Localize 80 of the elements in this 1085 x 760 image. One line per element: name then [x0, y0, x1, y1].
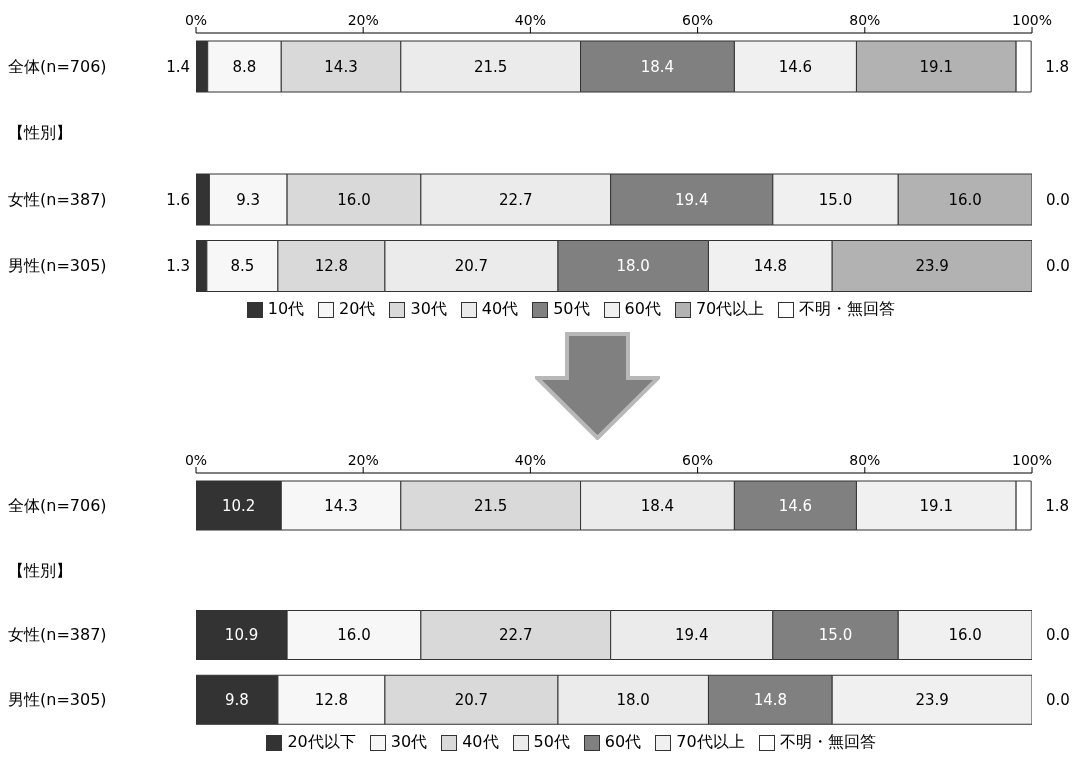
- y-tick-label: 全体(n=706): [8, 495, 107, 515]
- data-label: 14.6: [778, 57, 813, 76]
- data-label: 1.6: [166, 190, 190, 209]
- data-label: 22.7: [499, 626, 533, 645]
- x-tick-label: 80%: [849, 12, 881, 28]
- data-label: 9.3: [236, 190, 261, 209]
- data-label: 10.9: [224, 626, 259, 645]
- data-label: 1.3: [166, 257, 190, 276]
- legend-label: 40代: [462, 732, 499, 753]
- data-label: 16.0: [337, 190, 371, 209]
- x-tick-label: 0%: [184, 12, 208, 28]
- data-label: 14.3: [324, 57, 358, 76]
- x-tick-label: 80%: [849, 452, 881, 468]
- x-tick-label: 60%: [682, 12, 714, 28]
- y-tick-label: 【性別】: [8, 123, 72, 143]
- legend-label: 不明・無回答: [779, 732, 876, 753]
- legend-label: 60代: [604, 732, 642, 753]
- data-label: 0.0: [1046, 190, 1070, 209]
- x-tick-label: 60%: [682, 452, 714, 468]
- x-tick-label: 40%: [514, 12, 546, 28]
- legend-label: 30代: [390, 732, 428, 753]
- data-label: 16.0: [948, 190, 982, 209]
- data-label: 8.5: [230, 257, 255, 276]
- legend-label: 20代以下: [287, 732, 356, 753]
- x-tick-label: 20%: [347, 452, 379, 468]
- data-label: 23.9: [915, 691, 949, 709]
- data-label: 1.4: [166, 57, 190, 76]
- x-tick-label: 100%: [1011, 12, 1053, 28]
- data-label: 19.4: [675, 626, 709, 645]
- data-label: 20.7: [454, 691, 489, 709]
- y-tick-label: 全体(n=706): [8, 56, 107, 76]
- legend-label: 70代以上: [676, 732, 745, 753]
- y-tick-label: 女性(n=387): [8, 625, 107, 645]
- data-label: 1.8: [1045, 496, 1070, 515]
- data-label: 14.3: [324, 496, 358, 515]
- data-label: 1.8: [1045, 57, 1070, 76]
- x-tick-label: 40%: [514, 452, 546, 468]
- data-label: 0.0: [1046, 626, 1070, 645]
- legend-label: 10代: [267, 299, 305, 320]
- data-label: 18.4: [640, 57, 675, 76]
- legend-label: 40代: [481, 299, 519, 320]
- legend-label: 不明・無回答: [799, 299, 896, 320]
- data-label: 8.8: [232, 57, 257, 76]
- data-label: 12.8: [314, 691, 349, 709]
- legend-label: 20代: [339, 299, 376, 320]
- data-label: 21.5: [473, 496, 508, 515]
- data-label: 16.0: [948, 626, 982, 645]
- data-label: 10.2: [221, 496, 256, 515]
- data-label: 14.6: [778, 496, 813, 515]
- data-label: 15.0: [818, 626, 853, 645]
- x-tick-label: 0%: [184, 452, 208, 468]
- data-label: 14.8: [753, 257, 788, 276]
- data-label: 14.8: [753, 691, 788, 709]
- data-label: 22.7: [499, 190, 533, 209]
- data-label: 0.0: [1046, 257, 1070, 276]
- y-tick-label: 男性(n=305): [8, 690, 107, 710]
- y-tick-label: 男性(n=305): [8, 256, 107, 276]
- x-tick-label: 100%: [1011, 452, 1053, 468]
- data-label: 23.9: [915, 257, 949, 276]
- legend-label: 70代以上: [695, 299, 765, 320]
- data-label: 18.4: [640, 496, 675, 515]
- data-label: 0.0: [1046, 691, 1070, 709]
- data-label: 18.0: [616, 257, 650, 276]
- legend-label: 60代: [624, 299, 661, 320]
- data-label: 16.0: [337, 626, 371, 645]
- data-label: 18.0: [616, 691, 650, 709]
- data-label: 19.1: [919, 496, 953, 515]
- data-label: 19.1: [919, 57, 953, 76]
- data-label: 12.8: [314, 257, 349, 276]
- y-tick-label: 女性(n=387): [8, 189, 107, 209]
- data-label: 21.5: [473, 57, 508, 76]
- legend-label: 50代: [533, 732, 570, 753]
- data-label: 20.7: [454, 257, 489, 276]
- legend-label: 50代: [553, 299, 590, 320]
- data-label: 19.4: [675, 190, 709, 209]
- data-label: 15.0: [818, 190, 853, 209]
- data-label: 9.8: [225, 691, 249, 709]
- legend-label: 30代: [410, 299, 447, 320]
- y-tick-label: 【性別】: [8, 560, 72, 580]
- x-tick-label: 20%: [347, 12, 379, 28]
